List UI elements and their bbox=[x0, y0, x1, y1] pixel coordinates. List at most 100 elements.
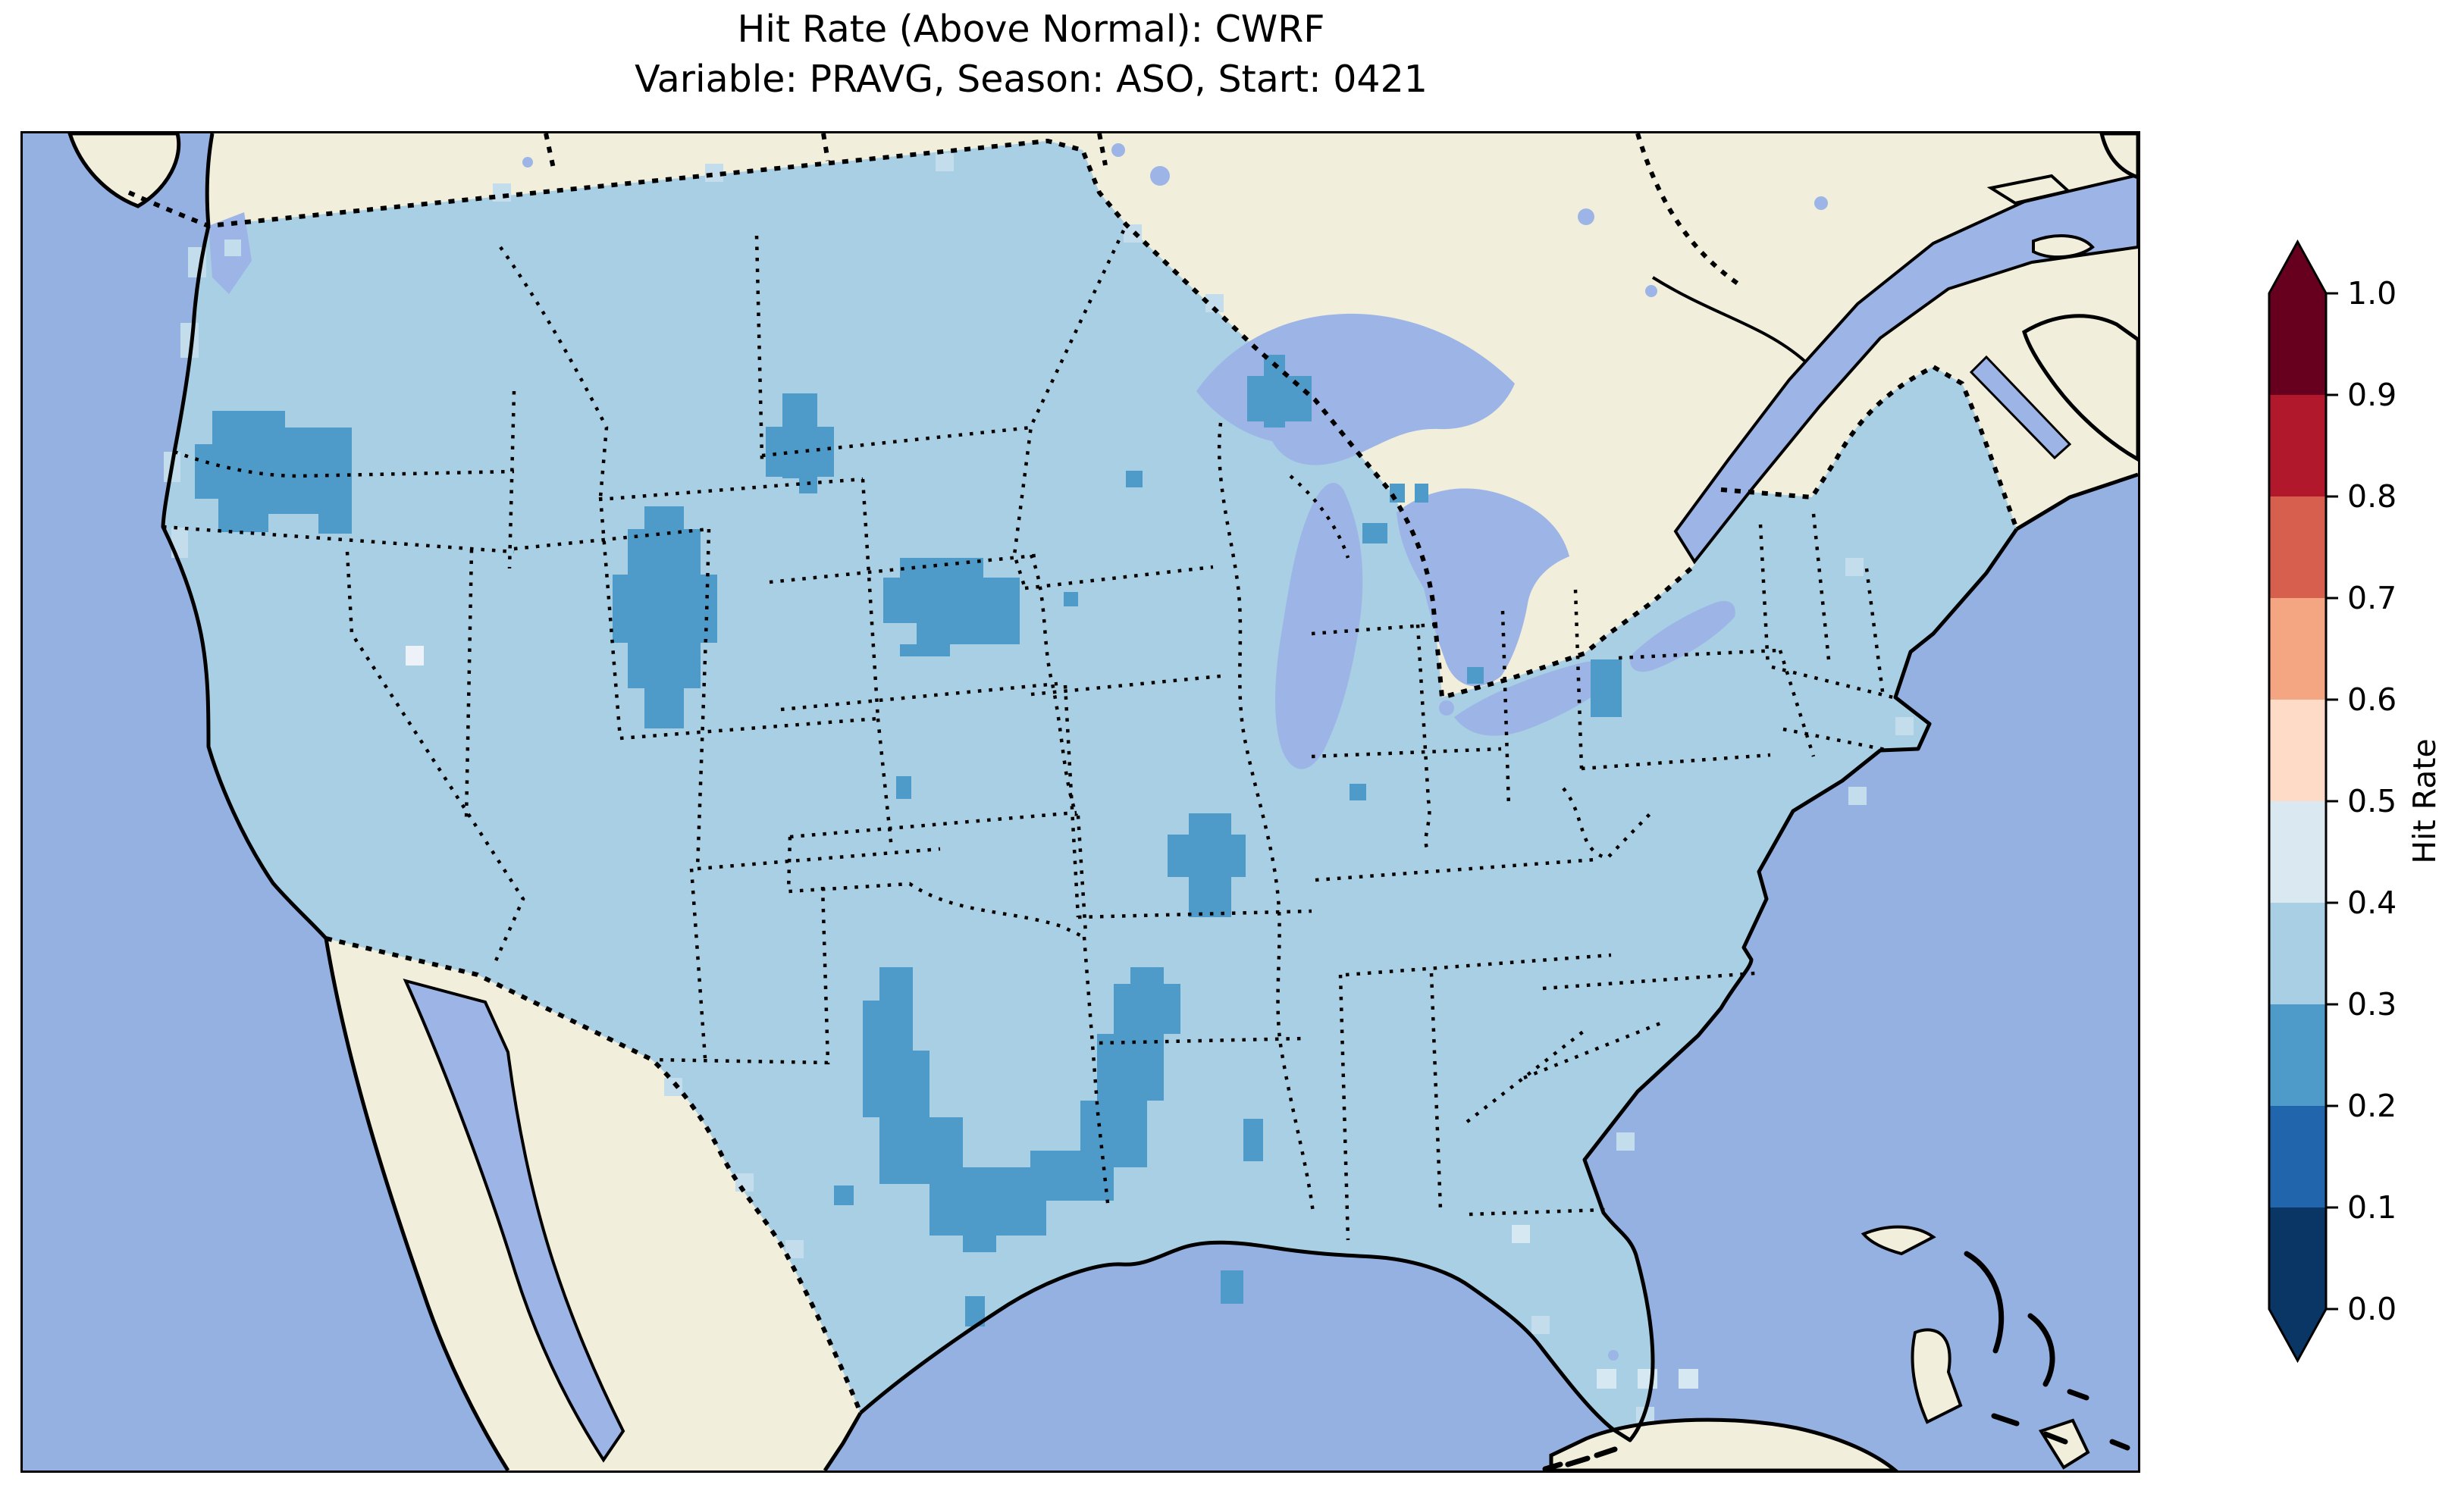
heatmap-cell bbox=[285, 428, 352, 461]
colorbar-tick-label: 0.3 bbox=[2347, 986, 2397, 1023]
vancouver-island bbox=[67, 133, 181, 208]
heatmap-cell bbox=[1531, 1316, 1550, 1334]
heatmap-cell bbox=[224, 240, 241, 256]
lake-ontario bbox=[1629, 600, 1735, 672]
heatmap-cell bbox=[406, 646, 424, 666]
heatmap-cell bbox=[929, 1167, 1046, 1236]
colorbar-tick-label: 1.0 bbox=[2347, 275, 2397, 312]
heatmap-cell bbox=[1189, 877, 1231, 917]
heatmap-cell bbox=[1064, 592, 1078, 606]
heatmap-cell bbox=[799, 477, 817, 493]
heatmap-cell bbox=[1080, 1101, 1147, 1167]
island-arcs bbox=[1542, 1251, 2130, 1471]
mexico-pacific-coast bbox=[324, 938, 510, 1471]
title-line-2: Variable: PRAVG, Season: ASO, Start: 042… bbox=[635, 58, 1428, 101]
heatmap-cell bbox=[1243, 1119, 1263, 1161]
heatmap-cell bbox=[1679, 1369, 1698, 1389]
heatmap-cell bbox=[1845, 558, 1864, 576]
heatmap-cell bbox=[963, 1236, 996, 1252]
heatmap-cell bbox=[917, 623, 1020, 644]
ottawa-river bbox=[1651, 276, 1806, 362]
heatmap-cell bbox=[1097, 1034, 1164, 1101]
heatmap-cell bbox=[936, 153, 954, 171]
conus-hit-rate-map bbox=[20, 131, 2140, 1473]
heatmap-cell bbox=[218, 499, 268, 532]
canada-atlantic-coast bbox=[2015, 472, 2138, 531]
newfoundland-corner bbox=[2099, 133, 2138, 180]
heatmap-cell bbox=[644, 506, 684, 529]
colorbar-tick-label: 0.8 bbox=[2347, 478, 2397, 515]
nova-scotia bbox=[2022, 314, 2138, 462]
heatmap-cell bbox=[1189, 813, 1231, 835]
heatmap-cell bbox=[1467, 667, 1484, 684]
heatmap-cell bbox=[1221, 1270, 1243, 1304]
heatmap-cell bbox=[883, 578, 1020, 623]
heatmap-cell bbox=[628, 529, 701, 575]
canada-pacific-coast bbox=[205, 133, 215, 227]
heatmap-cell bbox=[1616, 1132, 1635, 1151]
heatmap-cell bbox=[900, 644, 950, 656]
colorbar-tick-label: 0.9 bbox=[2347, 377, 2397, 413]
heatmap-cell bbox=[1895, 717, 1914, 735]
heatmap-cell bbox=[644, 688, 684, 728]
canada-lake bbox=[1814, 196, 1828, 210]
heatmap-cell bbox=[1130, 967, 1164, 1001]
colorbar-tick-label: 0.7 bbox=[2347, 580, 2397, 616]
canada-lake bbox=[1578, 208, 1594, 225]
heatmap-cell bbox=[1848, 787, 1867, 805]
coastlines bbox=[161, 133, 2138, 1471]
figure-title: Hit Rate (Above Normal): CWRF Variable: … bbox=[23, 5, 2039, 105]
gulf-of-california bbox=[403, 978, 625, 1463]
heatmap-cell bbox=[1512, 1225, 1530, 1243]
canada-lake bbox=[1645, 285, 1657, 297]
colorbar-tick-label: 0.6 bbox=[2347, 681, 2397, 718]
heatmap-cell bbox=[1247, 376, 1312, 421]
colorbar-label: Hit Rate bbox=[2406, 738, 2443, 863]
heatmap-cell bbox=[879, 967, 913, 1001]
bahamas-eleuthera bbox=[1964, 1251, 2005, 1354]
islands bbox=[67, 133, 2138, 1471]
heatmap-cell bbox=[1591, 659, 1622, 679]
us-gulf-atlantic-coast bbox=[859, 528, 2019, 1442]
heatmap-cell bbox=[1597, 1369, 1616, 1389]
colorbar-tick-label: 0.4 bbox=[2347, 885, 2397, 921]
bay-of-fundy bbox=[1969, 355, 2072, 460]
caribbean-cays bbox=[1991, 1389, 2130, 1451]
colorbar-body bbox=[2268, 239, 2328, 1364]
prince-edward-island bbox=[2032, 234, 2095, 259]
lake-of-the-woods bbox=[1150, 166, 1170, 186]
us-heatmap-base bbox=[163, 141, 2017, 1440]
title-line-1: Hit Rate (Above Normal): CWRF bbox=[737, 8, 1325, 51]
heatmap-cell bbox=[834, 1185, 854, 1205]
bahamas-cat-island bbox=[2027, 1313, 2055, 1387]
state-borders bbox=[162, 230, 1894, 1241]
heatmap-cell bbox=[613, 575, 717, 643]
heatmap-cells bbox=[164, 153, 1914, 1425]
heatmap-cell bbox=[1390, 484, 1405, 503]
lake-michigan bbox=[1275, 483, 1363, 769]
anticosti-island bbox=[1986, 174, 2072, 205]
lake-st-clair bbox=[1439, 700, 1454, 716]
florida-keys bbox=[1542, 1446, 1618, 1471]
colorbar-ticks: 1.0 0.9 0.8 0.7 0.6 0.5 0.4 0.3 0.2 0.1 0.0 bbox=[2326, 275, 2397, 1327]
heatmap-cell bbox=[1415, 484, 1428, 503]
heatmap-cell bbox=[782, 393, 817, 427]
heatmap-cell bbox=[1350, 784, 1366, 800]
colorbar-tick-label: 0.1 bbox=[2347, 1189, 2397, 1226]
colorbar-tick-label: 0.0 bbox=[2347, 1291, 2397, 1327]
bahamas-andros bbox=[1911, 1328, 1963, 1424]
st-lawrence-river bbox=[1673, 173, 2138, 565]
heatmap-cell bbox=[212, 411, 285, 444]
heatmap-cell bbox=[1126, 471, 1143, 487]
lake-okeechobee bbox=[1608, 1350, 1619, 1361]
heatmap-cell bbox=[1606, 697, 1622, 717]
heatmap-cell bbox=[863, 1051, 929, 1117]
heatmap-cell bbox=[493, 183, 511, 202]
us-west-coast bbox=[161, 225, 328, 940]
heatmap-cell bbox=[1362, 523, 1387, 543]
colorbar-tick-label: 0.5 bbox=[2347, 783, 2397, 819]
heatmap-cell bbox=[1168, 835, 1246, 877]
heatmap-cell bbox=[863, 1001, 913, 1051]
canada-landmass bbox=[207, 133, 2138, 697]
